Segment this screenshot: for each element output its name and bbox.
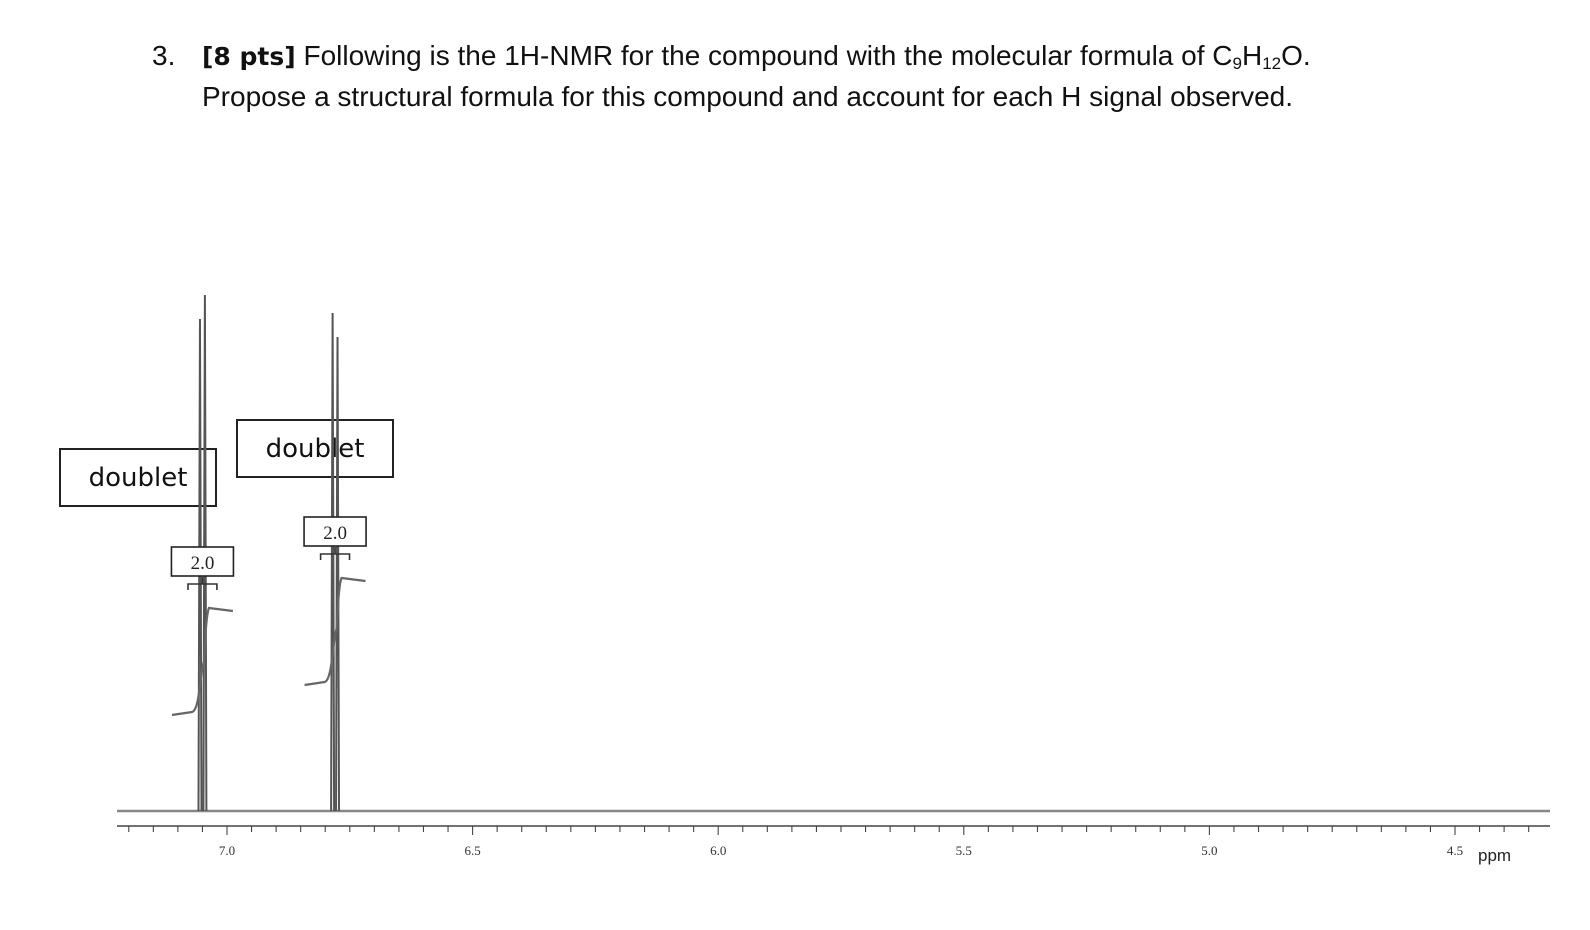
integration-box bbox=[170, 546, 235, 577]
peak-doublet bbox=[330, 312, 341, 812]
peak-line bbox=[197, 318, 203, 812]
integration-box bbox=[303, 516, 367, 547]
formula-tail: O. bbox=[1281, 40, 1311, 71]
integration-bracket bbox=[187, 577, 218, 590]
question-line-1: 3. [8 pts] Following is the 1H-NMR for th… bbox=[152, 36, 1311, 77]
integration-bracket bbox=[319, 547, 351, 560]
peak-line bbox=[335, 336, 341, 812]
doublet-label-left: doublet bbox=[59, 448, 217, 507]
integration-value: 2.0 bbox=[191, 553, 215, 574]
x-tick-label: 4.5 bbox=[1447, 843, 1463, 858]
integration-value: 2.0 bbox=[323, 523, 347, 544]
x-tick-label: 7.0 bbox=[219, 843, 235, 858]
x-tick-label: 5.5 bbox=[956, 843, 972, 858]
x-tick-label: 5.0 bbox=[1201, 843, 1217, 858]
doublet-label-right: doublet bbox=[236, 419, 394, 478]
integral-curve bbox=[304, 576, 366, 687]
formula-h-subscript: 12 bbox=[1262, 54, 1282, 73]
formula-c-subscript: 9 bbox=[1232, 54, 1242, 73]
peak-line bbox=[330, 312, 336, 812]
formula-h: H bbox=[1241, 40, 1263, 71]
integral-curve bbox=[171, 606, 234, 717]
question-number: 3. bbox=[152, 40, 176, 71]
question-line-1-text: Following is the 1H-NMR for the compound… bbox=[295, 40, 1233, 71]
x-axis-unit-label: ppm bbox=[1478, 846, 1511, 865]
question-text: 3. [8 pts] Following is the 1H-NMR for th… bbox=[152, 36, 1311, 117]
x-tick-label: 6.5 bbox=[464, 843, 480, 858]
x-tick-label: 6.0 bbox=[710, 843, 726, 858]
question-line-2: Propose a structural formula for this co… bbox=[202, 81, 1294, 112]
question-points: [8 pts] bbox=[202, 42, 296, 71]
